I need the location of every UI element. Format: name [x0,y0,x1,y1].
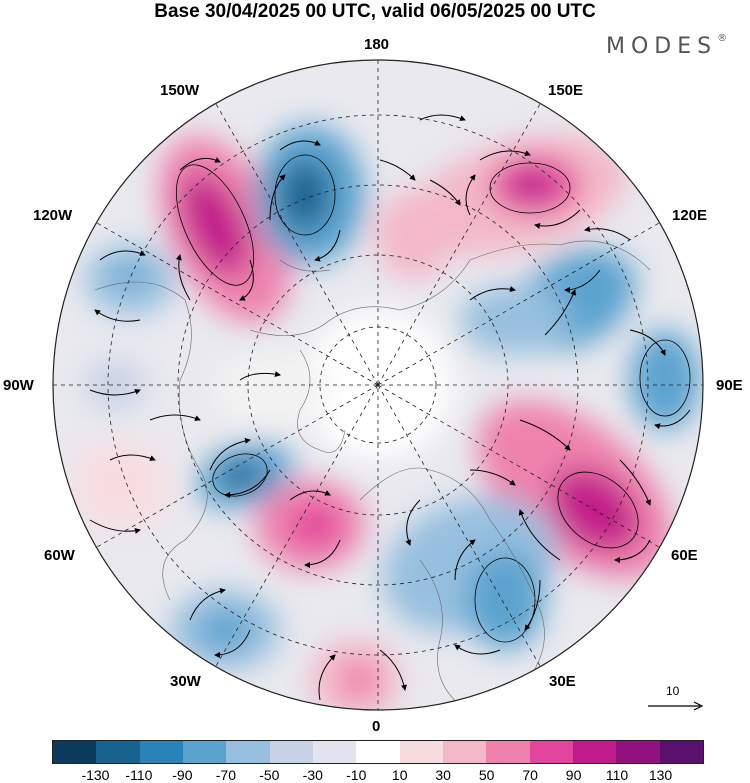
colorbar-swatch [356,741,400,763]
colorbar-swatch [442,741,487,763]
colorbar-swatch [529,741,573,763]
colorbar-swatch [139,741,183,763]
lon-label-60e: 60E [671,547,698,564]
colorbar-tick-label: -130 [81,767,110,783]
lon-label-120w: 120W [33,207,73,224]
colorbar-swatch [182,741,227,763]
colorbar-tick-label: 50 [478,767,495,783]
vector-scale-arrow [648,701,704,711]
lon-label-0: 0 [372,718,381,735]
colorbar-tick-label: 130 [648,767,673,783]
colorbar-tick-label: -110 [125,767,153,783]
colorbar-swatch [312,741,357,763]
colorbar-ticks: -130 -110 -90 -70 -50 -30 -10 10 30 50 70 90 110 130 [0,767,750,783]
map-title: Base 30/04/2025 00 UTC, valid 06/05/2025… [154,1,596,22]
lon-label-150w: 150W [160,82,200,99]
lon-label-60w: 60W [44,547,75,564]
lon-label-120e: 120E [672,207,708,224]
colorbar-swatch [269,741,313,763]
colorbar-tick-label: 10 [391,767,408,783]
lon-label-30e: 30E [549,673,576,690]
registered-mark: ® [717,32,728,44]
vector-scale-label: 10 [666,684,680,698]
lon-label-30w: 30W [170,673,201,690]
polar-map [52,59,704,711]
colorbar-tick-label: -30 [302,767,323,783]
colorbar-tick-label: -90 [172,767,193,783]
colorbar-tick-label: 70 [522,767,538,783]
anomaly-field [53,60,703,710]
colorbar-tick-label: -50 [259,767,280,783]
modes-logo: MODES® [606,32,728,59]
lon-label-150e: 150E [548,82,584,99]
contour-lines [175,154,691,643]
colorbar [52,740,704,764]
wind-vectors [89,114,691,701]
colorbar-swatch [659,741,703,763]
colorbar-swatch [53,741,97,763]
brand-text: MODES [606,34,718,59]
colorbar-tick-label: 110 [605,767,629,783]
lon-label-90e: 90E [716,377,743,394]
colorbar-swatch [616,741,660,763]
colorbar-tick-label: -70 [215,767,236,783]
map-boundary [52,59,704,711]
colorbar-swatch [226,741,270,763]
colorbar-tick-label: -10 [346,767,367,783]
colorbar-swatch [399,741,443,763]
colorbar-swatch [572,741,617,763]
coastlines [94,240,651,706]
graticule [53,60,703,710]
colorbar-tick-label: 90 [565,767,582,783]
lon-label-90w: 90W [3,377,34,394]
lon-label-180: 180 [364,36,390,53]
colorbar-swatch [96,741,140,763]
colorbar-swatch [486,741,530,763]
colorbar-tick-label: 30 [435,767,451,783]
